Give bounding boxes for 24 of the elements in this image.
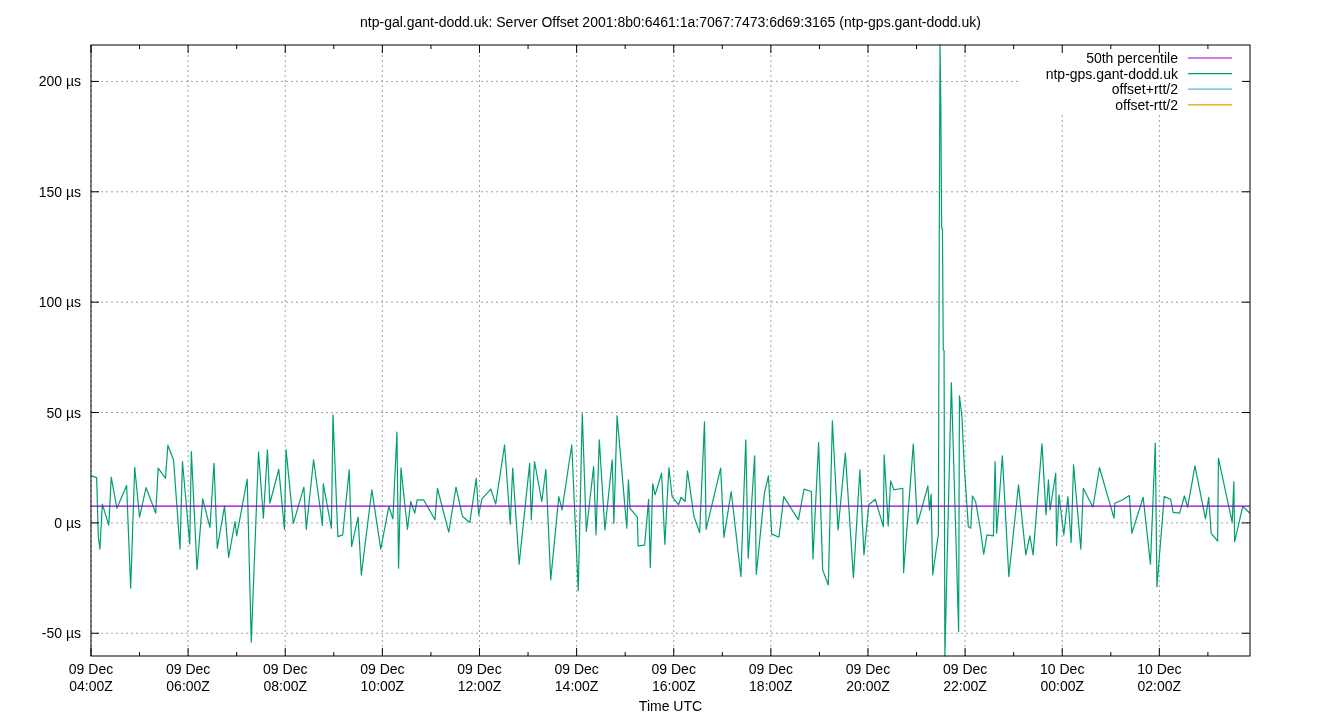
x-tick-label: 09 Dec 14:00Z [554,661,599,694]
x-tick-label: 09 Dec 12:00Z [457,661,502,694]
y-tick-label: 100 µs [38,294,81,311]
x-tick-label: 09 Dec 04:00Z [68,661,114,694]
x-tick-label: 09 Dec 08:00Z [263,661,308,694]
y-tick-label: 50 µs [46,404,81,421]
y-tick-label: 150 µs [38,183,81,200]
x-tick-label: 09 Dec 20:00Z [845,661,891,694]
x-tick-label: 09 Dec 18:00Z [748,661,794,694]
legend-label: ntp-gps.gant-dodd.uk [1045,65,1179,82]
x-tick-label: 10 Dec 02:00Z [1137,661,1182,694]
y-tick-label: 0 µs [54,514,81,531]
x-axis-title: Time UTC [638,698,703,714]
legend-label: offset-rtt/2 [1115,96,1179,113]
legend-label: offset+rtt/2 [1111,81,1179,98]
legend-label: 50th percentile [1086,50,1179,66]
y-tick-label: -50 µs [41,625,81,642]
x-tick-label: 09 Dec 16:00Z [651,661,696,694]
x-tick-label: 10 Dec 00:00Z [1040,661,1085,694]
x-tick-label: 09 Dec 06:00Z [165,661,211,694]
x-tick-label: 09 Dec 10:00Z [360,661,405,694]
y-tick-label: 200 µs [38,73,81,90]
x-tick-label: 09 Dec 22:00Z [942,661,988,694]
chart-title: ntp-gal.gant-dodd.uk: Server Offset 2001:8b0:6461:1a:7067:7473:6d69:3165 (ntp-gps.gant-dodd.uk) [360,14,981,30]
